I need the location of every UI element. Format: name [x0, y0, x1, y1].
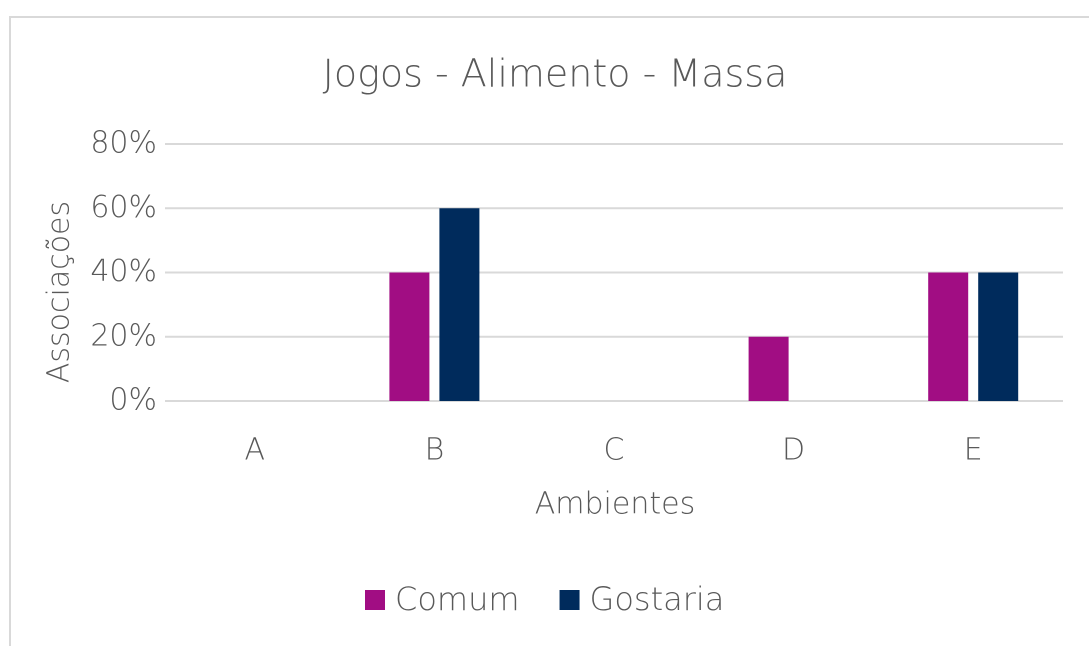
legend-swatch — [365, 590, 385, 610]
y-tick-label: 80% — [90, 126, 157, 161]
x-tick-label: A — [245, 433, 266, 468]
bar — [389, 272, 430, 401]
chart-title: Jogos - Alimento - Massa — [323, 52, 788, 96]
x-tick-label: E — [964, 433, 983, 468]
y-tick-label: 20% — [90, 318, 157, 353]
bar — [928, 272, 969, 401]
legend-label: Comum — [395, 580, 520, 618]
legend-swatch — [559, 590, 580, 610]
x-tick-label: C — [604, 433, 625, 468]
y-axis-title: Associações — [42, 201, 77, 383]
bar — [439, 208, 480, 401]
x-tick-label: D — [782, 433, 805, 468]
y-tick-label: 60% — [90, 190, 157, 225]
y-tick-label: 0% — [109, 383, 157, 418]
chart-frame — [9, 16, 1089, 646]
legend-label: Gostaria — [590, 580, 725, 618]
bar — [748, 336, 789, 401]
x-axis-title: Ambientes — [535, 487, 695, 522]
x-tick-label: B — [425, 433, 445, 468]
y-tick-label: 40% — [90, 254, 157, 289]
bar — [978, 272, 1019, 401]
